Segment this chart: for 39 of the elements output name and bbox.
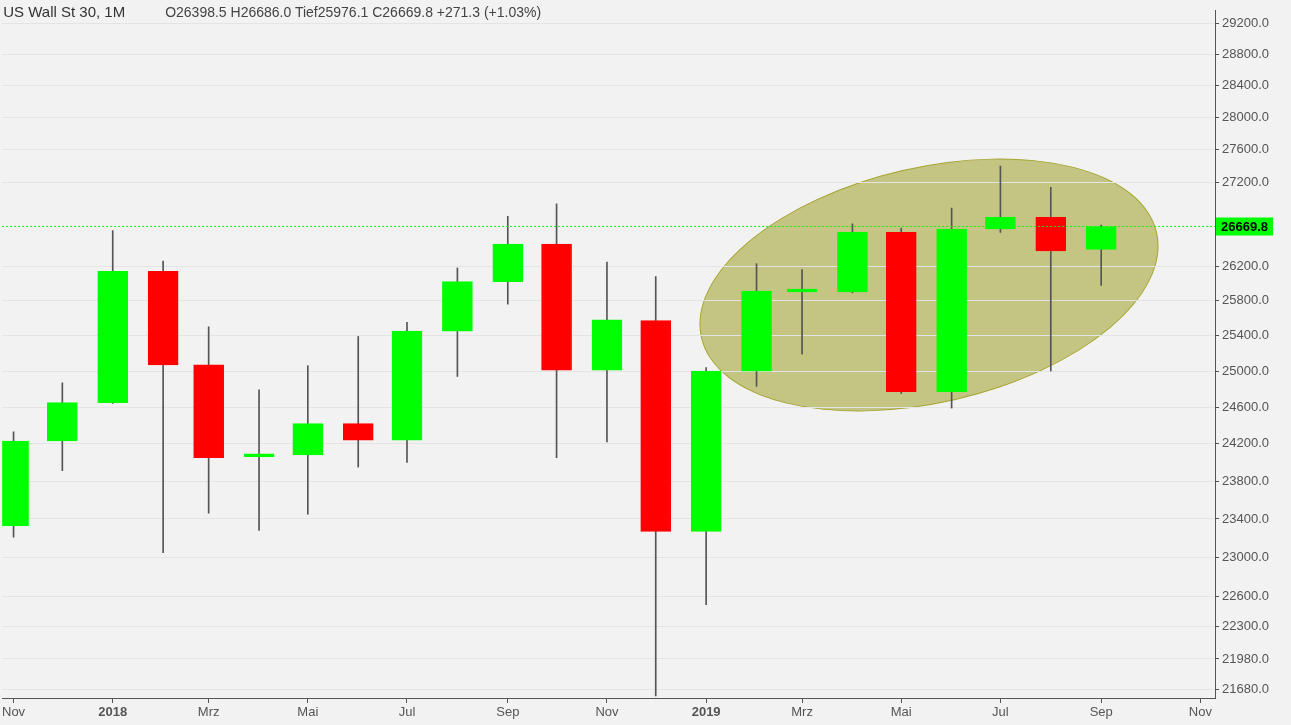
chart-title: US Wall St 30, 1M — [3, 3, 126, 21]
y-tick-label: 25800.0 — [1222, 292, 1269, 308]
y-tick-label: 28800.0 — [1222, 46, 1269, 62]
x-tick-label: Mrz — [791, 704, 813, 720]
y-tick-label: 27600.0 — [1222, 141, 1269, 157]
y-tick-label: 23800.0 — [1222, 472, 1269, 488]
x-tick-label: Nov — [1188, 704, 1213, 720]
y-tick-label: 27200.0 — [1222, 174, 1269, 190]
x-tick-label: Mrz — [197, 704, 220, 720]
x-tick-label: Nov — [595, 704, 620, 720]
x-tick-label: 2018 — [98, 704, 128, 720]
x-tick-label: Sep — [496, 704, 520, 720]
y-tick-label: 22600.0 — [1222, 588, 1269, 604]
y-tick-label: 24200.0 — [1222, 435, 1269, 451]
y-tick-label: 21980.0 — [1222, 650, 1269, 666]
x-tick-label: Mai — [297, 704, 319, 720]
x-tick-label: Nov — [2, 704, 26, 720]
ref-line-label: 26669.8 — [1221, 219, 1268, 235]
y-tick-label: 28400.0 — [1222, 77, 1269, 93]
y-tick-label: 25000.0 — [1222, 362, 1269, 378]
y-tick-label: 26200.0 — [1222, 257, 1269, 273]
y-tick-label: 22300.0 — [1222, 618, 1269, 634]
y-tick-label: 25400.0 — [1222, 327, 1269, 343]
y-tick-label: 23400.0 — [1222, 510, 1269, 526]
x-tick-label: 2019 — [691, 704, 721, 720]
y-tick-label: 28000.0 — [1222, 109, 1269, 125]
x-tick-label: Jul — [398, 704, 416, 720]
y-tick-label: 21680.0 — [1222, 681, 1269, 697]
y-tick-label: 29200.0 — [1222, 15, 1269, 31]
y-tick-label: 24600.0 — [1222, 398, 1269, 414]
candlestick — [243, 389, 275, 531]
candlestick — [1035, 187, 1067, 372]
x-tick-label: Mai — [890, 704, 912, 720]
candlestick — [342, 336, 374, 468]
candlestick — [292, 365, 324, 515]
chart-subtitle: O26398.5 H26686.0 Tief25976.1 C26669.8 +271.3 (+1.03%) — [165, 3, 542, 20]
y-tick-label: 23000.0 — [1222, 549, 1269, 565]
x-tick-label: Jul — [992, 704, 1009, 720]
x-tick-label: Sep — [1089, 704, 1113, 720]
